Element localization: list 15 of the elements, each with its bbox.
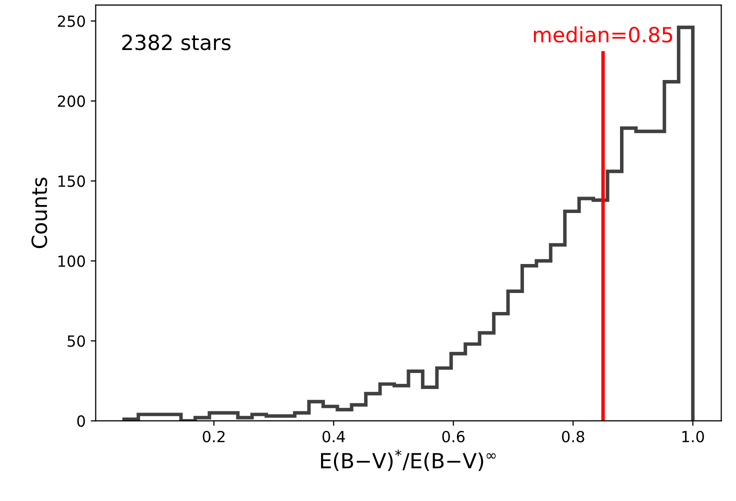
y-tick-label: 50 (68, 335, 85, 347)
x-tick-label: 0.8 (562, 430, 584, 442)
y-axis-title: Counts (31, 178, 48, 248)
x-tick-label: 0.4 (322, 430, 345, 442)
x-tick-label: 0.6 (442, 430, 465, 442)
y-tick-label: 100 (58, 255, 85, 267)
y-tick-label: 200 (58, 95, 85, 107)
annotation: 2382 stars (122, 34, 231, 50)
x-tick-label: 0.2 (202, 430, 225, 442)
y-tick-label: 150 (58, 175, 85, 187)
x-axis-title: E(B−V)$^{*}$/E(B−V)$^{∞}$ (321, 449, 496, 472)
x-tick-label: 1.0 (682, 430, 704, 442)
ref-line-label: median=0.85 (534, 26, 672, 43)
y-tick-label: 250 (58, 15, 85, 28)
y-tick-label: 0 (77, 415, 85, 427)
